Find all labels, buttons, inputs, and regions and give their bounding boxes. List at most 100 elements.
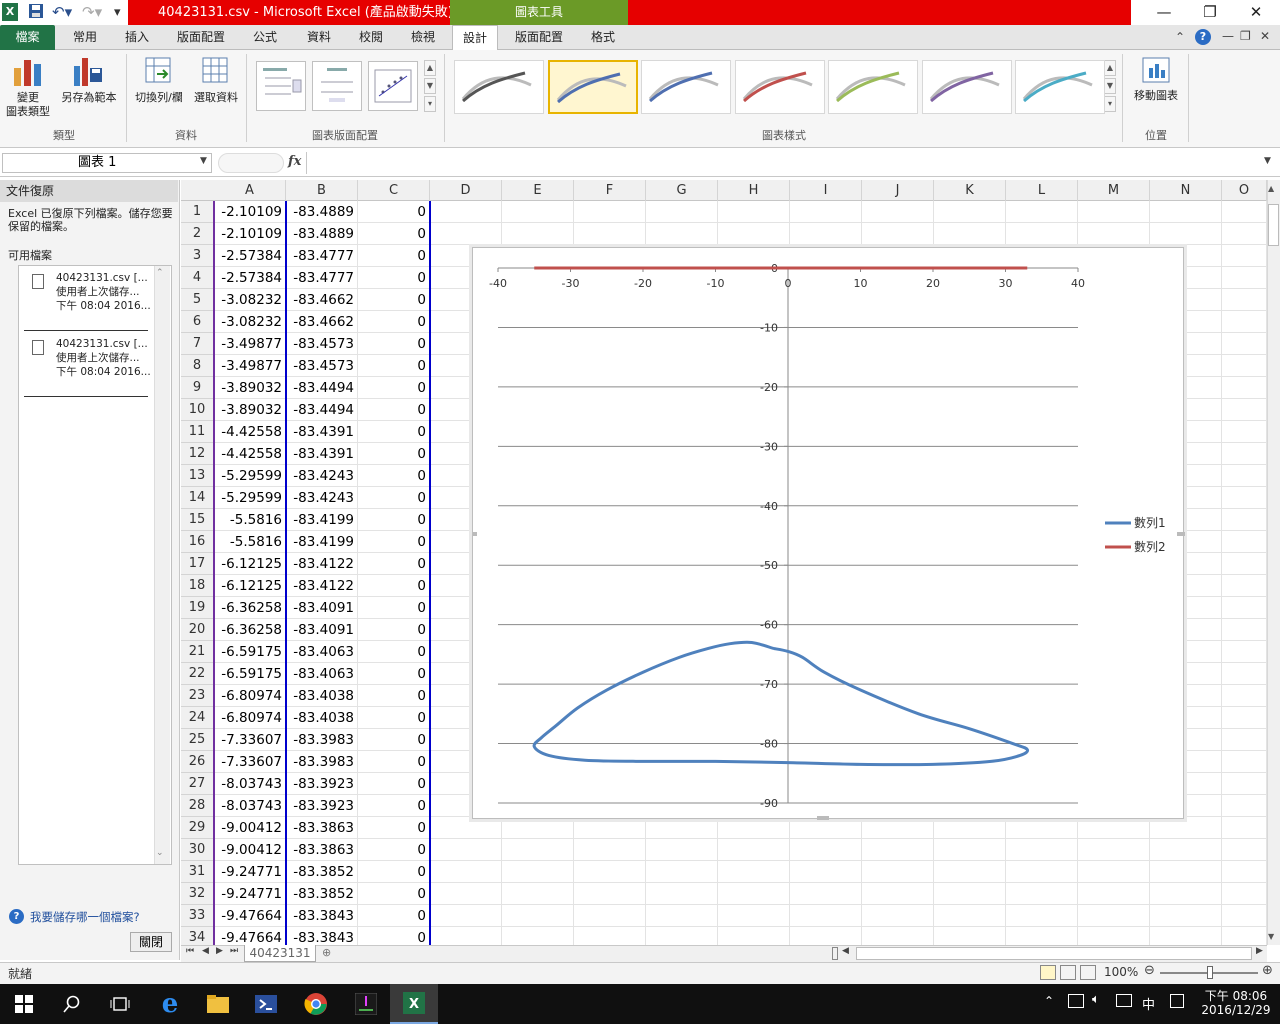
search-icon[interactable]: [48, 984, 96, 1024]
terminal-app-icon[interactable]: [342, 984, 390, 1024]
split-handle[interactable]: [832, 947, 838, 960]
empty-cell[interactable]: [1222, 905, 1267, 927]
tab-page-layout[interactable]: 版面配置: [176, 30, 225, 44]
empty-cell[interactable]: [1150, 377, 1222, 399]
empty-cell[interactable]: [1222, 465, 1267, 487]
tray-chevron-icon[interactable]: ⌃: [1044, 994, 1055, 1008]
empty-cell[interactable]: [1150, 509, 1222, 531]
empty-cell[interactable]: [1222, 443, 1267, 465]
empty-cell[interactable]: [1150, 311, 1222, 333]
row-header[interactable]: 32: [181, 883, 214, 905]
table-cell[interactable]: 0: [358, 751, 430, 773]
table-cell[interactable]: -83.4091: [286, 597, 358, 619]
volume-muted-icon[interactable]: 🔈︎: [1092, 992, 1100, 1007]
table-cell[interactable]: 0: [358, 421, 430, 443]
tab-view[interactable]: 檢視: [410, 30, 435, 44]
empty-cell[interactable]: [1222, 619, 1267, 641]
row-header[interactable]: 26: [181, 751, 214, 773]
table-cell[interactable]: -83.3923: [286, 773, 358, 795]
empty-cell[interactable]: [1150, 355, 1222, 377]
empty-cell[interactable]: [502, 223, 574, 245]
chart-style-thumb[interactable]: [921, 60, 1012, 114]
table-cell[interactable]: 0: [358, 575, 430, 597]
empty-cell[interactable]: [574, 201, 646, 223]
empty-cell[interactable]: [1006, 817, 1078, 839]
empty-cell[interactable]: [430, 861, 502, 883]
which-file-help-link[interactable]: 我要儲存哪一個檔案?: [30, 910, 140, 924]
layouts-more-icon[interactable]: ▾: [424, 96, 436, 112]
table-cell[interactable]: -83.4889: [286, 201, 358, 223]
change-chart-type-button[interactable]: 變更 圖表類型: [4, 54, 52, 124]
table-cell[interactable]: -3.89032: [214, 399, 286, 421]
chart-style-thumb[interactable]: [547, 60, 638, 114]
row-header[interactable]: 7: [181, 333, 214, 355]
table-cell[interactable]: -2.57384: [214, 245, 286, 267]
column-header[interactable]: M: [1078, 180, 1150, 201]
table-cell[interactable]: -2.10109: [214, 223, 286, 245]
empty-cell[interactable]: [1222, 289, 1267, 311]
chrome-icon[interactable]: [292, 984, 340, 1024]
table-cell[interactable]: -4.42558: [214, 443, 286, 465]
table-cell[interactable]: -2.57384: [214, 267, 286, 289]
column-header[interactable]: N: [1150, 180, 1222, 201]
table-cell[interactable]: 0: [358, 553, 430, 575]
row-header[interactable]: 20: [181, 619, 214, 641]
table-cell[interactable]: 0: [358, 905, 430, 927]
table-cell[interactable]: -83.4243: [286, 487, 358, 509]
row-header[interactable]: 19: [181, 597, 214, 619]
empty-cell[interactable]: [1150, 531, 1222, 553]
table-cell[interactable]: 0: [358, 641, 430, 663]
empty-cell[interactable]: [1222, 509, 1267, 531]
empty-cell[interactable]: [646, 883, 718, 905]
edge-browser-icon[interactable]: e: [161, 989, 179, 1019]
layouts-scroll-up-icon[interactable]: ▲: [424, 60, 436, 76]
empty-cell[interactable]: [862, 839, 934, 861]
empty-cell[interactable]: [1150, 289, 1222, 311]
save-as-template-button[interactable]: 另存為範本: [56, 54, 122, 114]
file-explorer-icon[interactable]: [194, 984, 242, 1024]
empty-cell[interactable]: [1150, 839, 1222, 861]
table-cell[interactable]: 0: [358, 355, 430, 377]
switch-row-column-button[interactable]: 切換列/欄: [132, 54, 186, 114]
table-cell[interactable]: -6.36258: [214, 619, 286, 641]
empty-cell[interactable]: [1150, 751, 1222, 773]
empty-cell[interactable]: [790, 201, 862, 223]
table-cell[interactable]: -83.4063: [286, 641, 358, 663]
empty-cell[interactable]: [790, 905, 862, 927]
empty-cell[interactable]: [1222, 795, 1267, 817]
empty-cell[interactable]: [718, 883, 790, 905]
chart-layout-3[interactable]: [368, 61, 418, 111]
empty-cell[interactable]: [1006, 905, 1078, 927]
empty-cell[interactable]: [718, 201, 790, 223]
empty-cell[interactable]: [1078, 839, 1150, 861]
empty-cell[interactable]: [502, 861, 574, 883]
normal-view-icon[interactable]: [1040, 965, 1056, 980]
empty-cell[interactable]: [934, 861, 1006, 883]
table-cell[interactable]: -83.3983: [286, 751, 358, 773]
empty-cell[interactable]: [1150, 641, 1222, 663]
tab-chart-layout[interactable]: 版面配置: [514, 30, 563, 44]
table-cell[interactable]: -9.00412: [214, 839, 286, 861]
table-cell[interactable]: -83.4391: [286, 421, 358, 443]
layouts-scroll-down-icon[interactable]: ▼: [424, 78, 436, 94]
styles-scroll-down-icon[interactable]: ▼: [1104, 78, 1116, 94]
tab-insert[interactable]: 插入: [124, 30, 149, 44]
list-scroll-down-icon[interactable]: ⌄: [156, 848, 164, 858]
row-header[interactable]: 33: [181, 905, 214, 927]
zoom-slider-thumb[interactable]: [1207, 966, 1213, 979]
insert-sheet-icon[interactable]: ⊕: [322, 946, 332, 959]
table-cell[interactable]: -83.4038: [286, 707, 358, 729]
list-scrollbar[interactable]: [154, 266, 170, 864]
empty-cell[interactable]: [718, 861, 790, 883]
table-cell[interactable]: 0: [358, 377, 430, 399]
chart-style-thumb[interactable]: [828, 60, 918, 114]
empty-cell[interactable]: [1222, 817, 1267, 839]
empty-cell[interactable]: [1006, 223, 1078, 245]
page-break-view-icon[interactable]: [1080, 965, 1096, 980]
empty-cell[interactable]: [574, 861, 646, 883]
vscroll-down-icon[interactable]: ▼: [1268, 932, 1275, 941]
page-layout-view-icon[interactable]: [1060, 965, 1076, 980]
empty-cell[interactable]: [790, 223, 862, 245]
chart-layout-2[interactable]: [312, 61, 362, 111]
empty-cell[interactable]: [430, 201, 502, 223]
